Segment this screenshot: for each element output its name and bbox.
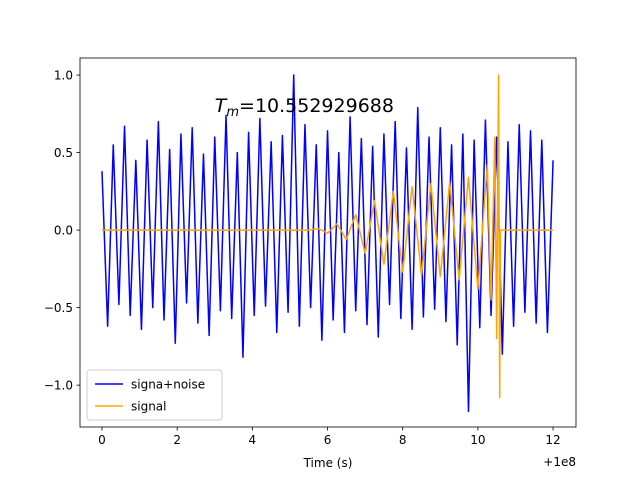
y-tick-label: 0.5 <box>54 146 73 160</box>
legend-box <box>86 369 223 421</box>
annotation-text: =10.552929688 <box>239 95 394 117</box>
annotation-subscript: m <box>226 105 239 120</box>
axes-frame <box>79 57 577 428</box>
x-tick-label: 4 <box>249 433 257 447</box>
legend-label: signa+noise <box>131 378 205 392</box>
x-offset-label: +1e8 <box>543 455 576 469</box>
y-tick-label: 1.0 <box>54 69 73 83</box>
x-axis-label: Time (s) <box>303 456 353 470</box>
y-tick-label: −1.0 <box>44 379 73 393</box>
annotation-symbol: T <box>215 95 228 117</box>
legend-label: signal <box>131 400 167 414</box>
x-tick-label: 12 <box>545 433 560 447</box>
x-tick-label: 2 <box>173 433 181 447</box>
y-tick-label: −0.5 <box>44 301 73 315</box>
x-tick-label: 10 <box>470 433 485 447</box>
y-tick-label: 0.0 <box>54 224 73 238</box>
annotation: Tm=10.552929688 <box>215 95 394 120</box>
series-line <box>101 74 554 413</box>
series-line <box>101 74 554 399</box>
x-tick-label: 8 <box>399 433 407 447</box>
x-tick-label: 6 <box>324 433 332 447</box>
x-tick-label: 0 <box>98 433 106 447</box>
